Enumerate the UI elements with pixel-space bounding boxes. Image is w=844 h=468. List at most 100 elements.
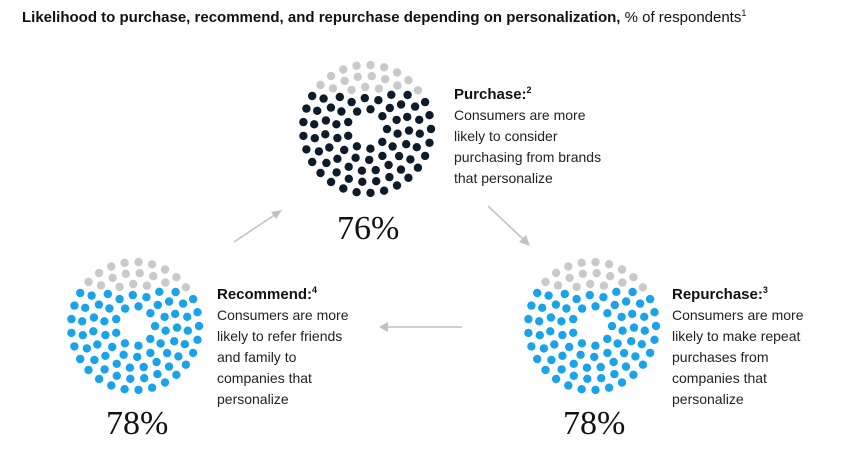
- purchase-dot: [410, 102, 420, 111]
- purchase-dot: [314, 147, 324, 156]
- repurchase-dot: [627, 337, 636, 346]
- recommend-dot: [105, 304, 114, 313]
- recommend-dot: [90, 355, 99, 365]
- purchase-dot: [332, 168, 341, 177]
- purchase-dot: [332, 120, 341, 129]
- repurchase-dot: [582, 363, 592, 372]
- purchase-dot: [351, 153, 360, 162]
- purchase-dot: [319, 94, 328, 103]
- recommend-dot: [153, 369, 162, 379]
- purchase-dot: [310, 120, 319, 129]
- repurchase-dot: [603, 334, 612, 344]
- repurchase-dot: [578, 269, 587, 278]
- repurchase-dot: [618, 326, 627, 335]
- recommend-dot: [181, 283, 191, 292]
- purchase-dot: [404, 76, 413, 85]
- card-repurchase: Repurchase:3 Consumers are more likely t…: [672, 280, 804, 410]
- repurchase-dot: [606, 272, 615, 281]
- repurchase-dot: [577, 385, 586, 394]
- repurchase-dot: [610, 300, 619, 310]
- purchase-dot: [388, 142, 397, 151]
- repurchase-dot: [564, 381, 573, 390]
- purchase-dot: [366, 60, 375, 70]
- title-footnote: 1: [741, 8, 747, 18]
- purchase-dot: [385, 172, 394, 182]
- repurchase-dot: [569, 371, 578, 380]
- recommend-dot: [181, 360, 191, 369]
- purchase-dot: [374, 84, 384, 93]
- purchase-dot: [378, 151, 387, 161]
- purchase-dot: [340, 145, 349, 155]
- purchase-dot: [316, 168, 325, 178]
- recommend-dot: [93, 340, 102, 349]
- repurchase-dot: [650, 335, 659, 344]
- recommend-dot: [120, 258, 129, 267]
- recommend-dot: [162, 348, 172, 358]
- purchase-dot: [426, 124, 436, 134]
- recommend-dot: [112, 328, 121, 337]
- repurchase-dot: [631, 352, 640, 361]
- repurchase-dot: [585, 290, 594, 300]
- purchase-dot: [379, 63, 389, 72]
- title-subtitle: % of respondents: [624, 9, 742, 26]
- value-purchase: 76%: [337, 210, 400, 247]
- recommend-dot: [147, 260, 157, 269]
- repurchase-dot: [621, 297, 631, 306]
- repurchase-dot: [524, 314, 533, 324]
- recommend-dot: [103, 289, 113, 299]
- repurchase-dot: [551, 268, 561, 278]
- desc-recommend: Consumers are more likely to refer frien…: [217, 307, 349, 407]
- repurchase-dot: [628, 309, 637, 319]
- repurchase-dot: [591, 302, 600, 311]
- recommend-dot: [142, 293, 151, 302]
- recommend-dot: [183, 312, 192, 321]
- purchase-dot: [379, 186, 389, 195]
- purchase-dot: [333, 133, 342, 143]
- repurchase-dot: [547, 355, 556, 365]
- repurchase-dot: [629, 370, 638, 379]
- recommend-dot: [94, 374, 104, 384]
- label-recommend: Recommend:4: [217, 285, 318, 303]
- repurchase-dot: [590, 352, 599, 362]
- purchase-dot: [392, 181, 402, 190]
- purchase-dot: [366, 188, 375, 198]
- purchase-dot: [402, 140, 411, 149]
- purchase-dot: [365, 155, 374, 165]
- repurchase-dot: [640, 312, 649, 321]
- recommend-dot: [129, 279, 138, 289]
- recommend-dot: [161, 278, 170, 287]
- recommend-dot: [94, 300, 104, 309]
- purchase-dot: [316, 80, 325, 90]
- recommend-dot: [115, 282, 124, 292]
- recommend-dot: [112, 371, 122, 380]
- purchase-dot: [357, 166, 367, 175]
- recommend-dot: [164, 362, 174, 371]
- recommend-dot: [146, 334, 155, 344]
- repurchase-dot: [572, 294, 581, 304]
- recommend-dot: [70, 342, 79, 351]
- recommend-dot: [108, 273, 117, 283]
- repurchase-dot: [551, 300, 561, 309]
- purchase-dot: [413, 163, 423, 172]
- repurchase-dot: [591, 385, 600, 395]
- repurchase-dot: [546, 313, 556, 322]
- purchase-dot: [371, 165, 380, 175]
- repurchase-dot: [645, 294, 655, 304]
- recommend-dot: [119, 350, 128, 359]
- repurchase-dot: [618, 278, 627, 287]
- dots-repurchase: [524, 257, 661, 395]
- purchase-dot: [396, 165, 406, 174]
- repurchase-dot: [612, 287, 621, 296]
- value-repurchase: 78%: [563, 405, 626, 442]
- purchase-dot: [299, 117, 308, 127]
- recommend-dot: [112, 314, 121, 324]
- chart-title: Likelihood to purchase, recommend, and r…: [22, 8, 746, 26]
- recommend-dot: [76, 288, 85, 298]
- repurchase-dot: [524, 328, 533, 338]
- repurchase-dot: [603, 309, 612, 318]
- repurchase-dot: [560, 289, 569, 299]
- repurchase-dot: [577, 339, 587, 348]
- recommend-dot: [172, 323, 182, 332]
- recommend-dot: [174, 352, 183, 361]
